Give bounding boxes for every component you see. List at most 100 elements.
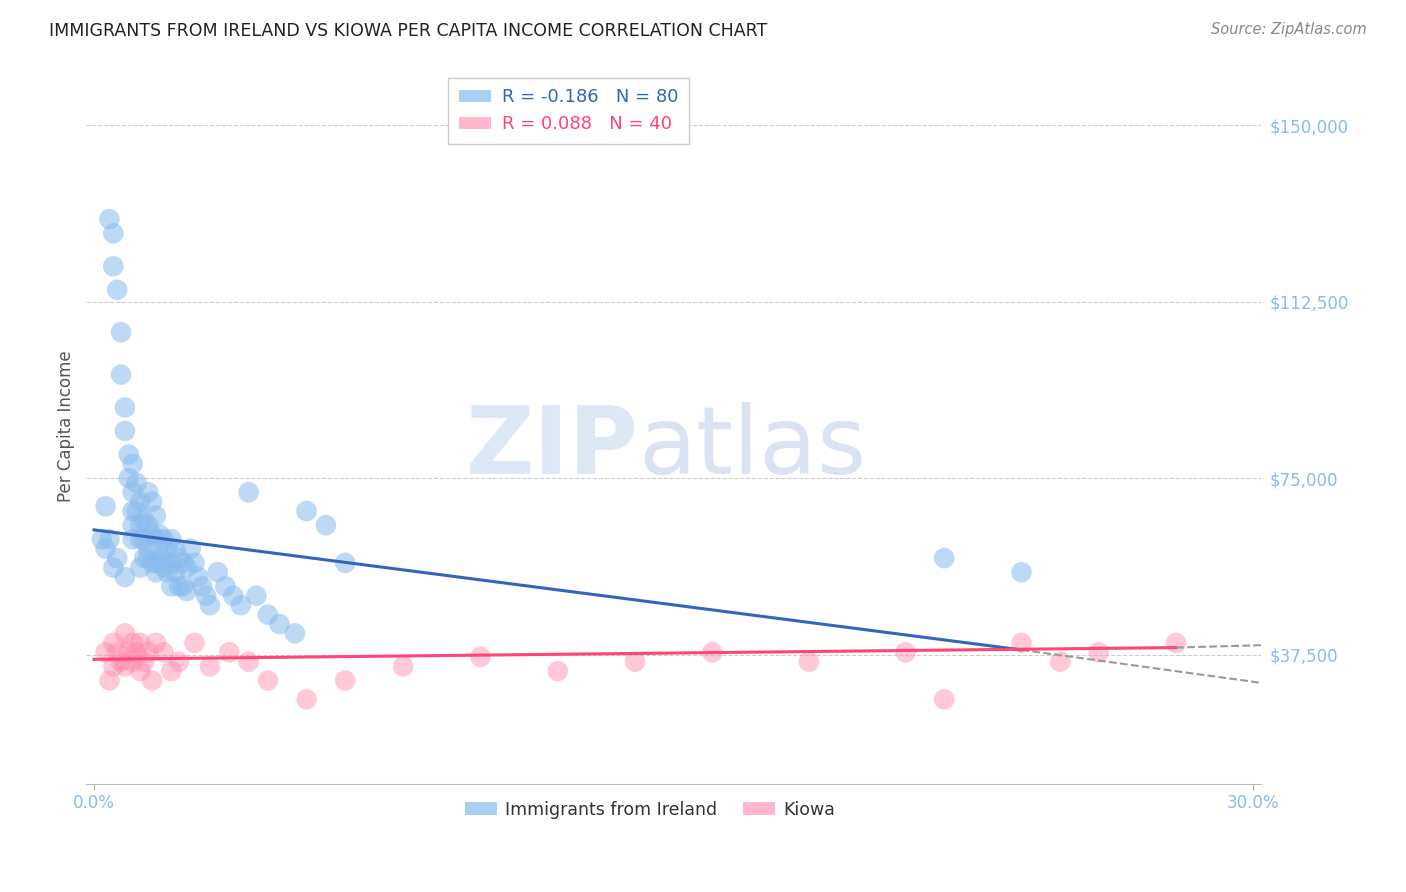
Point (160, 533, 183, 547)
Point (269, 617, 291, 632)
Point (105, 645, 128, 659)
Point (110, 325, 132, 339)
Point (129, 518, 152, 533)
Point (121, 533, 143, 547)
Point (94, 645, 117, 659)
Point (129, 560, 152, 574)
Point (125, 645, 148, 659)
Point (118, 448, 141, 462)
Point (894, 645, 917, 659)
Point (94, 500, 117, 514)
Point (121, 518, 143, 533)
Point (103, 227, 125, 241)
Point (207, 566, 229, 580)
Point (103, 259, 125, 273)
Point (295, 692, 318, 706)
Point (1011, 566, 1033, 580)
Point (114, 401, 136, 415)
Point (284, 626, 307, 640)
Point (934, 692, 956, 706)
Point (160, 556, 183, 570)
Point (145, 636, 167, 650)
Point (222, 589, 245, 603)
Point (114, 626, 136, 640)
Point (114, 659, 136, 673)
Point (134, 513, 156, 527)
Point (145, 566, 167, 580)
Point (238, 655, 260, 669)
Point (134, 533, 156, 547)
Point (156, 566, 179, 580)
Point (245, 589, 267, 603)
Point (238, 485, 260, 500)
Point (103, 659, 125, 673)
Point (160, 579, 183, 593)
Point (335, 556, 357, 570)
Point (547, 664, 569, 678)
Point (392, 659, 415, 673)
Point (187, 570, 209, 584)
Point (98, 533, 121, 547)
Point (176, 560, 198, 574)
Point (165, 566, 187, 580)
Text: Source: ZipAtlas.com: Source: ZipAtlas.com (1211, 22, 1367, 37)
Point (156, 541, 179, 556)
Point (172, 556, 194, 570)
Point (167, 655, 190, 669)
Legend: Immigrants from Ireland, Kiowa: Immigrants from Ireland, Kiowa (458, 794, 842, 825)
Point (121, 485, 143, 500)
Point (145, 533, 167, 547)
Point (149, 527, 172, 541)
Point (165, 541, 187, 556)
Text: ZIP: ZIP (465, 401, 638, 494)
Text: atlas: atlas (638, 401, 866, 494)
Point (125, 475, 148, 490)
Point (624, 655, 647, 669)
Point (90, 533, 112, 547)
Point (470, 650, 492, 665)
Point (145, 508, 167, 523)
Point (129, 494, 152, 508)
Point (94, 541, 117, 556)
Point (136, 485, 159, 500)
Point (114, 570, 136, 584)
Point (145, 556, 167, 570)
Point (315, 518, 337, 533)
Point (702, 645, 724, 659)
Point (183, 636, 205, 650)
Point (172, 579, 194, 593)
Point (134, 655, 156, 669)
Point (118, 471, 141, 485)
Point (167, 579, 190, 593)
Point (118, 645, 141, 659)
Point (121, 457, 143, 471)
Point (149, 551, 172, 566)
Point (160, 664, 183, 678)
Point (136, 518, 159, 533)
Point (214, 579, 236, 593)
Point (136, 551, 159, 566)
Point (105, 283, 128, 297)
Point (176, 584, 198, 599)
Point (191, 579, 214, 593)
Point (129, 636, 152, 650)
Point (141, 527, 163, 541)
Point (152, 560, 174, 574)
Point (152, 645, 174, 659)
Point (141, 556, 163, 570)
Point (335, 673, 357, 688)
Point (1011, 636, 1033, 650)
Point (295, 504, 318, 518)
Point (141, 494, 163, 508)
Text: IMMIGRANTS FROM IRELAND VS KIOWA PER CAPITA INCOME CORRELATION CHART: IMMIGRANTS FROM IRELAND VS KIOWA PER CAP… (49, 22, 768, 40)
Point (1164, 636, 1187, 650)
Point (125, 504, 148, 518)
Point (152, 551, 174, 566)
Point (257, 673, 280, 688)
Point (121, 504, 143, 518)
Point (1049, 655, 1071, 669)
Point (105, 551, 128, 566)
Point (195, 589, 218, 603)
Point (136, 645, 159, 659)
Point (167, 551, 190, 566)
